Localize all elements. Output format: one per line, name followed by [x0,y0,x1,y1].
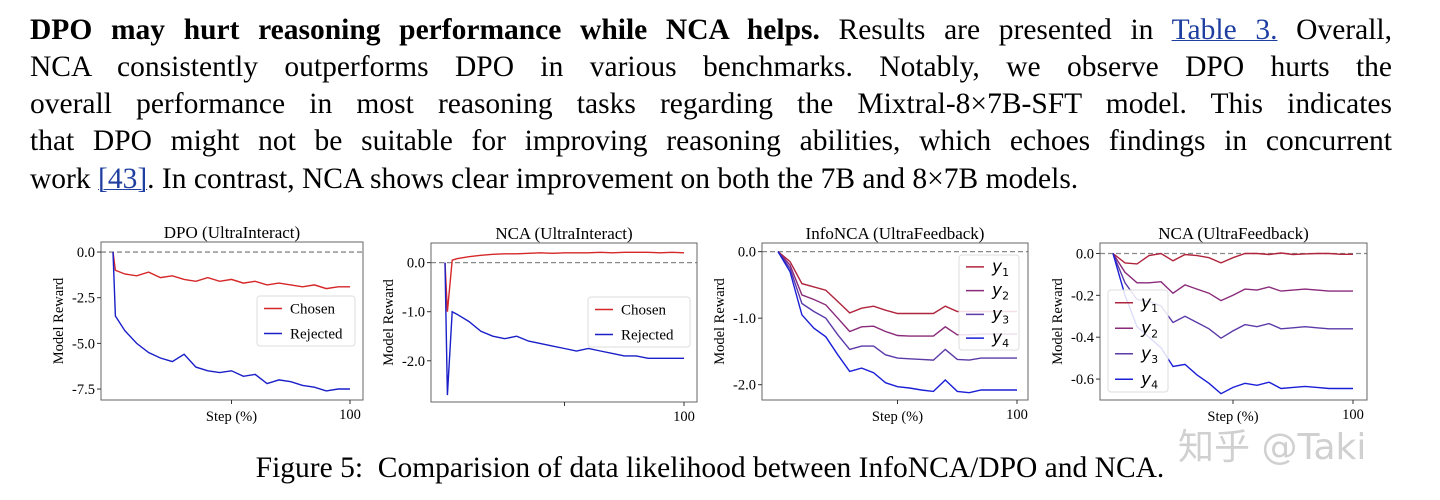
chart-4: NCA (UltraFeedback) 0.0 -0.2 -0.4 -0.6 100 Ste… [1050,224,1368,425]
chart-3: InfoNCA (UltraFeedback) 0.0 -1.0 -2.0 100 Ste… [712,224,1029,425]
series-line-rejected [444,262,684,396]
y-tick-label: -1.0 [402,305,425,321]
legend: Chosen Rejected [587,296,691,348]
y-tick-label: -2.0 [733,378,756,394]
legend-label: y3 [991,304,1009,326]
figure-caption: Figure 5: Comparision of data likelihood… [255,452,1165,484]
legend-label: y2 [1140,318,1158,340]
legend-box [958,254,1020,351]
y-tick-label: 0.0 [738,245,756,261]
legend: Chosen Rejected [256,295,356,347]
legend-label: y1 [991,257,1009,279]
paragraph-text: work [30,163,99,195]
legend: y1 y2 y3 y4 [1107,289,1169,393]
series-line-y4 [777,251,1017,394]
legend-label: y2 [991,281,1009,303]
y-tick-label: -2.0 [402,354,425,370]
y-axis-label: Model Reward [1050,277,1066,364]
y-tick-label: -2.5 [72,291,95,307]
series-line-chosen [112,251,350,290]
legend-box [587,296,691,348]
series-line-rejected [112,251,350,392]
x-tick-label: 100 [339,407,361,423]
y-tick-label: 0.0 [77,245,95,261]
legend-label: Rejected [621,328,674,344]
x-tick-label: 100 [673,409,695,425]
legend-label: y3 [1140,344,1158,366]
paragraph-text: . In contrast, NCA shows clear improveme… [147,163,1079,195]
y-tick-label: -0.6 [1071,372,1094,388]
y-axis-label: Model Reward [381,278,397,365]
chart-title: InfoNCA (UltraFeedback) [806,224,985,243]
chart-2: NCA (UltraInteract) 0.0 -1.0 -2.0 100 Model R… [381,224,698,425]
legend-label: y4 [1140,369,1158,391]
legend-label: Rejected [290,327,343,343]
y-tick-label: 0.0 [1076,246,1094,262]
y-tick-label: -0.2 [1071,288,1094,304]
y-tick-label: -0.4 [1071,330,1095,346]
paragraph-line-1: DPO may hurt reasoning performance while… [30,12,1392,49]
plot-frame [761,242,1029,401]
y-tick-label: -7.5 [72,382,95,398]
paragraph-heading: DPO may hurt reasoning performance while… [30,14,820,46]
paragraph-text: Overall, [1277,14,1392,46]
paragraph-line-3: overall performance in most reasoning ta… [30,88,1392,120]
paragraph-line-4: that DPO might not be suitable for impro… [30,125,1392,157]
series-line-y1 [1112,252,1353,265]
legend-label: Chosen [290,302,336,318]
x-axis-label: Step (%) [206,409,257,425]
paragraph-line-5: work [43]. In contrast, NCA shows clear … [30,161,1392,198]
series-line-chosen [444,251,685,312]
chart-title: DPO (UltraInteract) [164,223,300,242]
y-tick-label: -5.0 [72,336,95,352]
y-tick-label: -1.0 [733,311,756,327]
chart-title: NCA (UltraFeedback) [1158,224,1309,243]
legend-box [1107,289,1169,393]
legend-label: y4 [991,328,1009,350]
series-line-y2 [1112,253,1353,302]
x-tick-label: 100 [1342,407,1364,423]
table-3-link[interactable]: Table 3. [1171,14,1278,46]
y-axis-label: Model Reward [51,277,67,364]
y-axis-label: Model Reward [712,277,728,364]
paragraph-line-2: NCA consistently outperforms DPO in vari… [30,51,1392,83]
paragraph-text: Results are presented in [819,14,1172,46]
legend-label: Chosen [621,303,667,319]
legend-label: y1 [1140,293,1158,315]
x-tick-label: 100 [1006,407,1028,423]
series-line-y3 [777,251,1017,361]
citation-43-link[interactable]: [43] [98,163,148,195]
chart-1: DPO (UltraInteract) 0.0 -2.5 -5.0 -7.5 100 Ste… [51,223,364,425]
chart-title: NCA (UltraInteract) [495,224,632,243]
y-tick-label: 0.0 [407,256,425,272]
x-axis-label: Step (%) [872,409,923,425]
x-axis-label: Step (%) [1207,409,1258,425]
watermark: 知乎 @Taki [1178,427,1367,468]
